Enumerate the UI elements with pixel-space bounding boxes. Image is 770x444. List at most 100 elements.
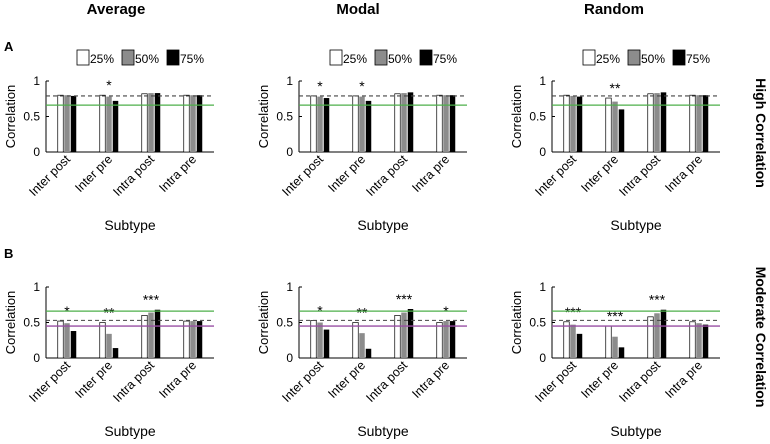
bar-50pct-intra-post xyxy=(401,312,407,358)
bar-50pct-inter-pre xyxy=(612,101,618,152)
significance-marker: *** xyxy=(607,308,624,324)
bar-25pct-inter-post xyxy=(310,95,317,153)
y-tick-label: 0.5 xyxy=(276,110,293,124)
bar-75pct-intra-post xyxy=(407,92,414,152)
bar-25pct-inter-pre xyxy=(605,97,612,153)
x-tick-label: Intra post xyxy=(616,358,663,405)
bar-75pct-intra-pre xyxy=(449,321,456,358)
legend-label-75: 75% xyxy=(686,52,710,66)
bar-50pct-inter-pre xyxy=(359,96,365,152)
legend-label-50: 50% xyxy=(641,52,665,66)
bar-75pct-intra-post xyxy=(660,309,667,358)
bar-50pct-intra-post xyxy=(654,93,660,152)
legend-label-75: 75% xyxy=(180,52,204,66)
y-tick-label: 0 xyxy=(286,145,293,159)
x-tick-label: Intra pre xyxy=(156,152,199,195)
significance-marker: * xyxy=(317,78,323,94)
legend-swatch-75 xyxy=(166,49,180,66)
bar-50pct-inter-pre xyxy=(106,96,112,152)
bar-25pct-intra-post xyxy=(141,93,148,153)
y-axis-label: Correlation xyxy=(256,85,271,149)
bar-50pct-inter-post xyxy=(317,322,323,358)
x-tick-label: Inter pre xyxy=(72,152,115,195)
x-tick-label: Intra pre xyxy=(662,358,705,401)
bar-75pct-intra-post xyxy=(154,93,161,152)
y-tick-label: 0.5 xyxy=(529,316,546,330)
bar-25pct-inter-post xyxy=(563,321,570,359)
legend-label-25: 25% xyxy=(596,52,620,66)
bar-25pct-intra-post xyxy=(394,93,401,153)
x-tick-label: Intra post xyxy=(110,358,157,405)
bar-25pct-inter-post xyxy=(57,320,64,359)
x-tick-label: Inter pre xyxy=(578,358,621,401)
legend-swatch-25 xyxy=(582,49,596,66)
bar-50pct-intra-pre xyxy=(696,95,702,152)
bar-75pct-inter-post xyxy=(576,333,583,358)
x-axis-label: Subtype xyxy=(357,423,409,439)
x-tick-label: Intra post xyxy=(616,152,663,199)
significance-marker: *** xyxy=(649,292,666,308)
legend-label-50: 50% xyxy=(388,52,412,66)
y-tick-label: 1 xyxy=(539,74,546,88)
bar-25pct-intra-post xyxy=(394,315,401,359)
legend-swatch-50 xyxy=(627,49,641,66)
column-title-random: Random xyxy=(584,1,644,18)
y-axis-label: Correlation xyxy=(509,85,524,149)
y-tick-label: 1 xyxy=(286,280,293,294)
bar-75pct-intra-pre xyxy=(196,95,203,152)
y-tick-label: 0.5 xyxy=(529,110,546,124)
legend-swatch-25 xyxy=(76,49,90,66)
bar-75pct-intra-pre xyxy=(449,95,456,152)
bar-50pct-intra-pre xyxy=(190,321,196,358)
bar-75pct-intra-pre xyxy=(702,324,709,358)
bar-25pct-intra-pre xyxy=(183,320,190,359)
bar-75pct-inter-post xyxy=(70,95,77,152)
bar-75pct-inter-post xyxy=(323,98,330,152)
legend-label-50: 50% xyxy=(135,52,159,66)
significance-marker: * xyxy=(359,78,365,94)
y-tick-label: 0 xyxy=(33,351,40,365)
bar-25pct-intra-post xyxy=(141,315,148,359)
y-tick-label: 1 xyxy=(33,74,40,88)
x-tick-label: Intra pre xyxy=(409,152,452,195)
bar-75pct-inter-pre xyxy=(365,348,372,358)
y-axis-label: Correlation xyxy=(3,85,18,149)
bar-75pct-intra-post xyxy=(660,92,667,152)
bar-75pct-intra-pre xyxy=(702,95,709,152)
bar-75pct-inter-post xyxy=(70,331,77,358)
legend-modal: 25% 50% 75% xyxy=(329,49,457,66)
x-tick-label: Inter pre xyxy=(325,358,368,401)
bar-75pct-inter-pre xyxy=(112,348,119,358)
bar-25pct-intra-pre xyxy=(436,322,443,359)
bar-50pct-intra-pre xyxy=(696,323,702,358)
bar-25pct-intra-post xyxy=(647,316,654,359)
bar-50pct-inter-post xyxy=(64,323,70,358)
bar-50pct-inter-post xyxy=(570,95,576,152)
legend-swatch-50 xyxy=(374,49,388,66)
x-tick-label: Inter pre xyxy=(578,152,621,195)
y-tick-label: 0.5 xyxy=(276,316,293,330)
bar-50pct-inter-pre xyxy=(612,336,618,358)
bar-75pct-inter-pre xyxy=(618,347,625,358)
bar-50pct-intra-post xyxy=(654,313,660,358)
column-title-average: Average xyxy=(87,1,146,18)
significance-marker: * xyxy=(317,302,323,318)
y-axis-label: Correlation xyxy=(509,291,524,355)
bar-75pct-intra-post xyxy=(407,309,414,358)
bar-75pct-inter-pre xyxy=(365,100,372,152)
x-axis-label: Subtype xyxy=(104,423,156,439)
legend-label-75: 75% xyxy=(433,52,457,66)
x-tick-label: Intra post xyxy=(110,152,157,199)
bar-50pct-inter-post xyxy=(64,95,70,152)
bar-25pct-intra-pre xyxy=(183,94,190,153)
bar-50pct-intra-pre xyxy=(190,95,196,152)
y-tick-label: 1 xyxy=(286,74,293,88)
bar-25pct-intra-pre xyxy=(689,94,696,153)
bar-25pct-inter-post xyxy=(57,94,64,153)
bar-50pct-inter-pre xyxy=(359,333,365,358)
